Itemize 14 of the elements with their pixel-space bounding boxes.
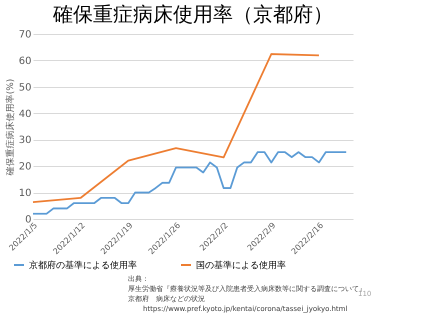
line-series: [32, 151, 348, 215]
legend-label: 京都府の基準による使用率: [29, 260, 137, 271]
line-series: [32, 53, 320, 203]
y-tick-label: 60: [18, 56, 32, 67]
legend-label: 国の基準による使用率: [196, 260, 286, 271]
y-tick-label: 40: [18, 108, 32, 120]
y-tick-label: 10: [18, 188, 32, 200]
y-axis-title: 確保重症病床使用率(%): [4, 78, 16, 176]
y-tick-label: 20: [18, 162, 32, 173]
y-tick-label: 50: [18, 82, 32, 94]
y-tick-label: 70: [18, 30, 32, 40]
chart-title: 確保重症病床使用率（京都府）: [52, 2, 333, 26]
y-tick-label: 30: [18, 135, 32, 146]
y-tick-label: 0: [25, 214, 32, 226]
